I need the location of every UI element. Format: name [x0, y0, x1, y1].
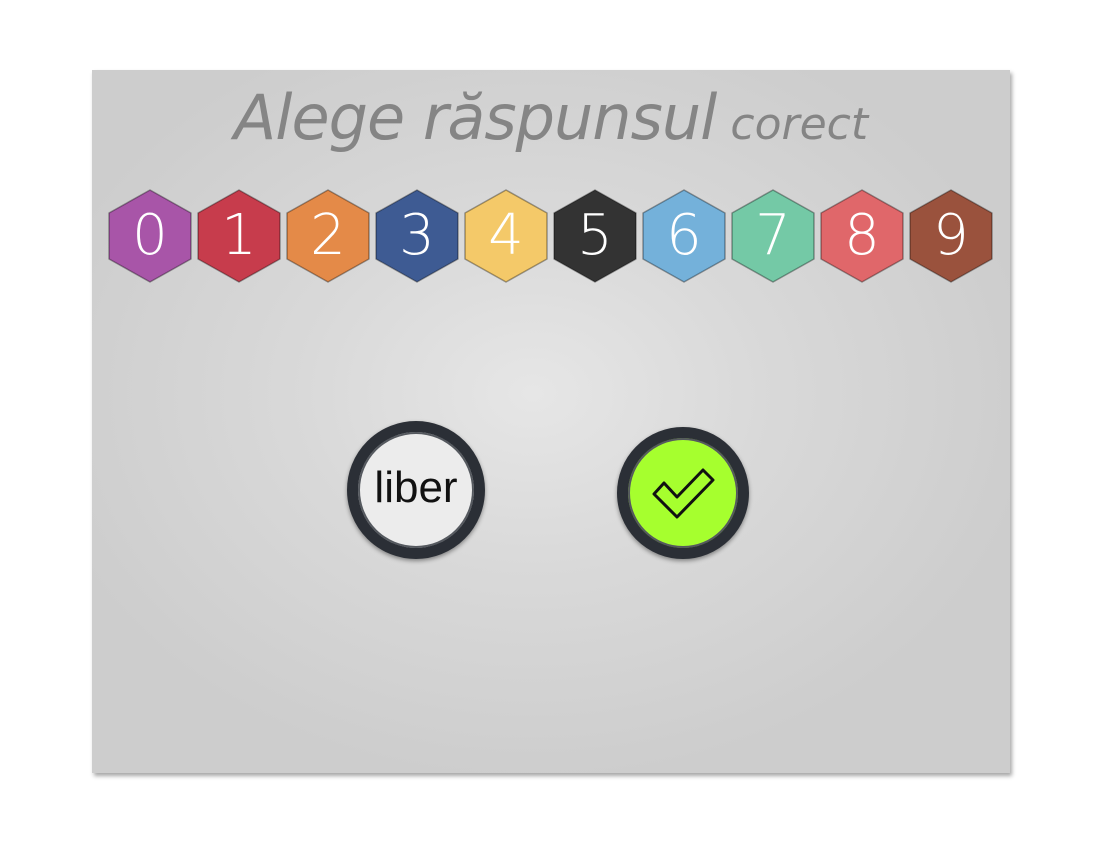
hexagon-shape	[108, 189, 192, 283]
digit-button-2[interactable]: 2	[285, 188, 371, 284]
digit-button-6[interactable]: 6	[641, 188, 727, 284]
hexagon-shape	[375, 189, 459, 283]
digit-button-9[interactable]: 9	[908, 188, 994, 284]
digit-button-3[interactable]: 3	[374, 188, 460, 284]
hexagon-shape	[197, 189, 281, 283]
hexagon-shape	[464, 189, 548, 283]
page-title: Alege răspunsul corect	[92, 78, 1010, 174]
hexagon-shape	[820, 189, 904, 283]
hexagon-shape	[909, 189, 993, 283]
digit-button-0[interactable]: 0	[107, 188, 193, 284]
hexagon-shape	[642, 189, 726, 283]
hexagon-shape	[553, 189, 637, 283]
digit-button-4[interactable]: 4	[463, 188, 549, 284]
free-button-label: liber	[374, 463, 458, 512]
digit-button-1[interactable]: 1	[196, 188, 282, 284]
free-button[interactable]: liber	[347, 421, 485, 559]
title-main: Alege răspunsul	[233, 81, 718, 154]
digit-button-8[interactable]: 8	[819, 188, 905, 284]
confirm-button[interactable]	[617, 427, 749, 559]
digit-button-7[interactable]: 7	[730, 188, 816, 284]
title-suffix: corect	[730, 99, 869, 150]
digit-button-5[interactable]: 5	[552, 188, 638, 284]
hexagon-shape	[286, 189, 370, 283]
checkmark-icon	[652, 468, 715, 519]
hexagon-shape	[731, 189, 815, 283]
